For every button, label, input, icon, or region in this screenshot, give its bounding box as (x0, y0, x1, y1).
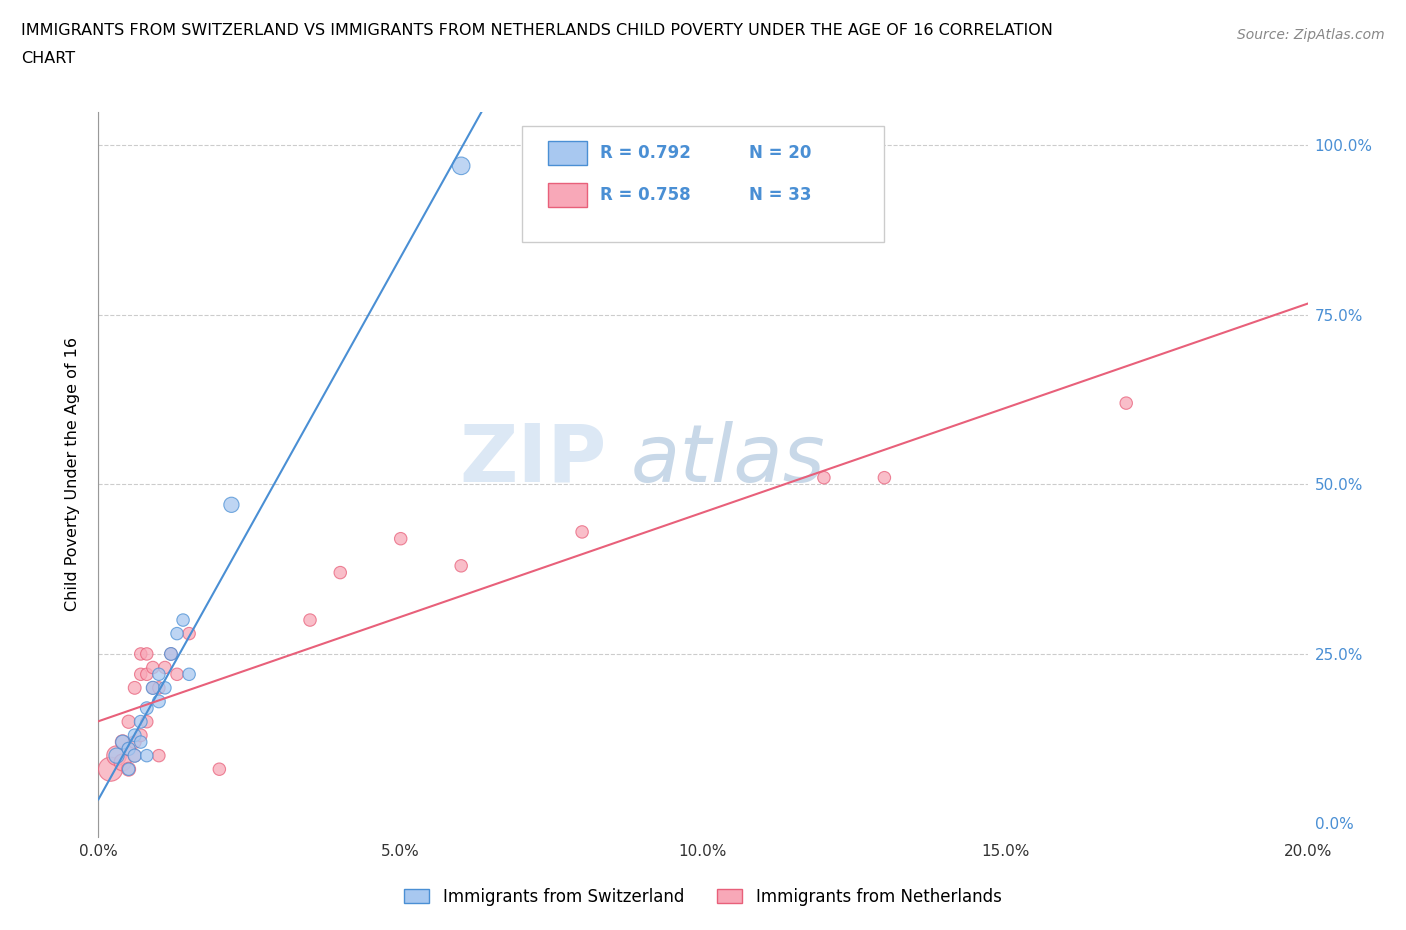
Point (142, 681, 165, 696)
Point (111, 755, 134, 770)
Point (389, 531, 412, 546)
Point (571, 525, 593, 539)
Point (153, 681, 176, 696)
Point (111, 735, 134, 750)
Point (142, 681, 165, 696)
Point (118, 741, 141, 756)
FancyBboxPatch shape (548, 183, 586, 206)
Point (135, 667, 157, 682)
Point (160, 646, 183, 661)
Point (450, 158, 472, 173)
Point (329, 565, 352, 580)
Point (153, 660, 176, 675)
Point (129, 667, 152, 682)
Point (142, 660, 165, 675)
Point (450, 558, 472, 573)
Point (148, 749, 170, 764)
Legend: Immigrants from Switzerland, Immigrants from Netherlands: Immigrants from Switzerland, Immigrants … (398, 881, 1008, 912)
Text: R = 0.792: R = 0.792 (600, 144, 692, 162)
Point (135, 646, 157, 661)
Point (166, 667, 188, 682)
Point (299, 613, 322, 628)
Point (1115, 395, 1137, 410)
Point (124, 681, 146, 696)
Point (129, 714, 152, 729)
Point (105, 749, 128, 764)
Point (111, 735, 134, 750)
Point (129, 735, 152, 750)
Point (148, 667, 170, 682)
Text: IMMIGRANTS FROM SWITZERLAND VS IMMIGRANTS FROM NETHERLANDS CHILD POVERTY UNDER T: IMMIGRANTS FROM SWITZERLAND VS IMMIGRANT… (21, 23, 1053, 38)
FancyBboxPatch shape (548, 141, 586, 165)
Point (100, 762, 122, 777)
Point (135, 700, 157, 715)
Point (813, 471, 835, 485)
Point (124, 728, 146, 743)
Point (166, 626, 188, 641)
Point (873, 471, 896, 485)
Y-axis label: Child Poverty Under the Age of 16: Child Poverty Under the Age of 16 (65, 338, 80, 611)
Point (118, 762, 141, 777)
Point (221, 498, 243, 512)
Text: R = 0.758: R = 0.758 (600, 186, 690, 204)
Point (105, 749, 128, 764)
Point (129, 646, 152, 661)
Text: CHART: CHART (21, 51, 75, 66)
Point (118, 714, 141, 729)
Text: atlas: atlas (630, 420, 825, 498)
Point (135, 749, 157, 764)
Text: Source: ZipAtlas.com: Source: ZipAtlas.com (1237, 28, 1385, 42)
Point (124, 735, 146, 750)
Point (208, 762, 231, 777)
Point (179, 667, 201, 682)
Point (124, 749, 146, 764)
Text: N = 20: N = 20 (749, 144, 811, 162)
Point (160, 646, 183, 661)
Point (172, 613, 194, 628)
Point (179, 626, 201, 641)
Text: ZIP: ZIP (458, 420, 606, 498)
Point (118, 762, 141, 777)
Text: N = 33: N = 33 (749, 186, 811, 204)
Point (129, 728, 152, 743)
Point (135, 714, 157, 729)
Point (118, 741, 141, 756)
FancyBboxPatch shape (522, 126, 884, 242)
Point (124, 749, 146, 764)
Point (148, 694, 170, 709)
Point (148, 681, 170, 696)
